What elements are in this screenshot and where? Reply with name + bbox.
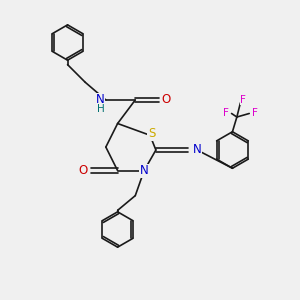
Text: F: F [252,109,257,118]
Text: F: F [223,109,229,118]
Text: N: N [96,93,104,106]
Text: O: O [162,93,171,106]
Text: N: N [140,164,148,177]
Text: S: S [148,127,155,140]
Text: F: F [240,95,246,105]
Text: N: N [193,143,201,157]
Text: O: O [78,164,88,177]
Text: H: H [97,104,104,114]
